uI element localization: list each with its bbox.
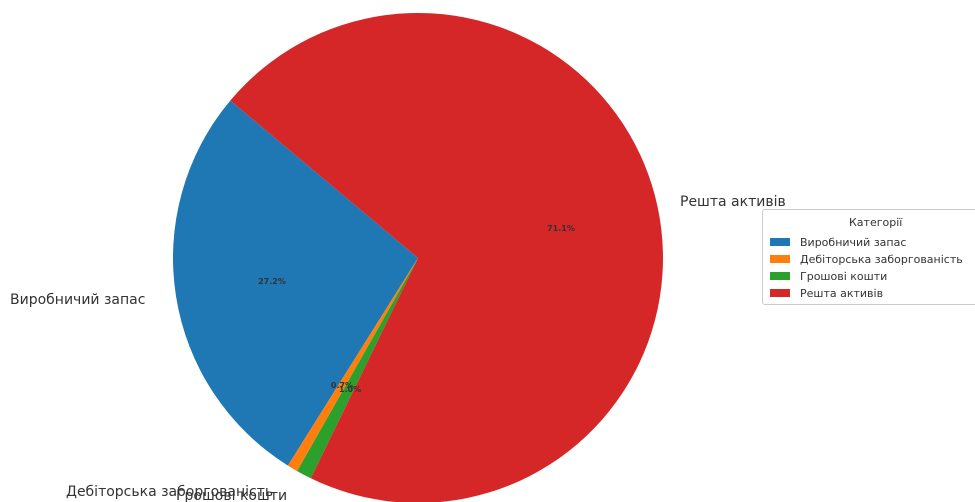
legend: Категорії Виробничий запас Дебіторська з… <box>762 209 975 305</box>
pie-slice-reshta-aktyviv <box>230 13 663 502</box>
legend-item-label: Дебіторська заборгованість <box>800 252 963 266</box>
legend-item-debitorska-zaborhovanist: Дебіторська заборгованість <box>770 251 963 267</box>
slice-label-debitorska-zaborhovanist: Дебіторська заборгованість <box>66 484 273 500</box>
legend-item-label: Грошові кошти <box>800 269 888 283</box>
legend-item-reshta-aktyviv: Решта активів <box>770 285 883 301</box>
legend-swatch <box>770 272 790 280</box>
pie-slice-vyrobnychyi-zapas <box>172 100 418 466</box>
slice-percent-vyrobnychyi-zapas: 27.2% <box>258 277 286 286</box>
slice-percent-debitorska-zaborhovanist: 0.7% <box>331 381 353 390</box>
pie-slice-debitorska-zaborhovanist <box>287 258 418 472</box>
legend-item-label: Решта активів <box>800 286 884 300</box>
legend-swatch <box>770 289 790 297</box>
slice-percent-reshta-aktyviv: 71.1% <box>547 224 575 233</box>
slice-label-vyrobnychyi-zapas: Виробничий запас <box>10 292 145 308</box>
slice-label-hroshovi-koshty: Грошові кошти <box>176 488 287 502</box>
legend-swatch <box>770 255 790 263</box>
legend-item-label: Виробничий запас <box>800 235 907 249</box>
legend-item-hroshovi-koshty: Грошові кошти <box>770 268 887 284</box>
legend-item-vyrobnychyi-zapas: Виробничий запас <box>770 234 906 250</box>
slice-percent-hroshovi-koshty: 1.0% <box>339 385 361 394</box>
slice-label-reshta-aktyviv: Решта активів <box>680 194 786 210</box>
legend-title: Категорії <box>849 216 903 229</box>
legend-swatch <box>770 238 790 246</box>
pie-slice-hroshovi-koshty <box>297 258 418 479</box>
